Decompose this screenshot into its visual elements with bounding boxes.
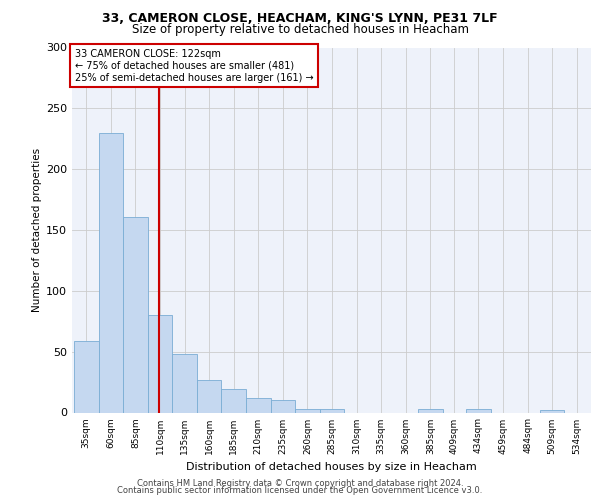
Bar [74, 340, 98, 412]
Bar [246, 398, 271, 412]
Bar [540, 410, 565, 412]
Y-axis label: Number of detached properties: Number of detached properties [32, 148, 42, 312]
Text: Contains HM Land Registry data © Crown copyright and database right 2024.: Contains HM Land Registry data © Crown c… [137, 478, 463, 488]
X-axis label: Distribution of detached houses by size in Heacham: Distribution of detached houses by size … [186, 462, 477, 472]
Bar [271, 400, 295, 412]
Bar [197, 380, 221, 412]
Text: 33 CAMERON CLOSE: 122sqm
← 75% of detached houses are smaller (481)
25% of semi-: 33 CAMERON CLOSE: 122sqm ← 75% of detach… [74, 50, 313, 82]
Bar [221, 390, 246, 412]
Text: Size of property relative to detached houses in Heacham: Size of property relative to detached ho… [131, 22, 469, 36]
Text: Contains public sector information licensed under the Open Government Licence v3: Contains public sector information licen… [118, 486, 482, 495]
Text: 33, CAMERON CLOSE, HEACHAM, KING'S LYNN, PE31 7LF: 33, CAMERON CLOSE, HEACHAM, KING'S LYNN,… [102, 12, 498, 26]
Bar [418, 409, 443, 412]
Bar [148, 315, 172, 412]
Bar [98, 132, 123, 412]
Bar [295, 409, 320, 412]
Bar [320, 409, 344, 412]
Bar [172, 354, 197, 412]
Bar [466, 409, 491, 412]
Bar [123, 216, 148, 412]
